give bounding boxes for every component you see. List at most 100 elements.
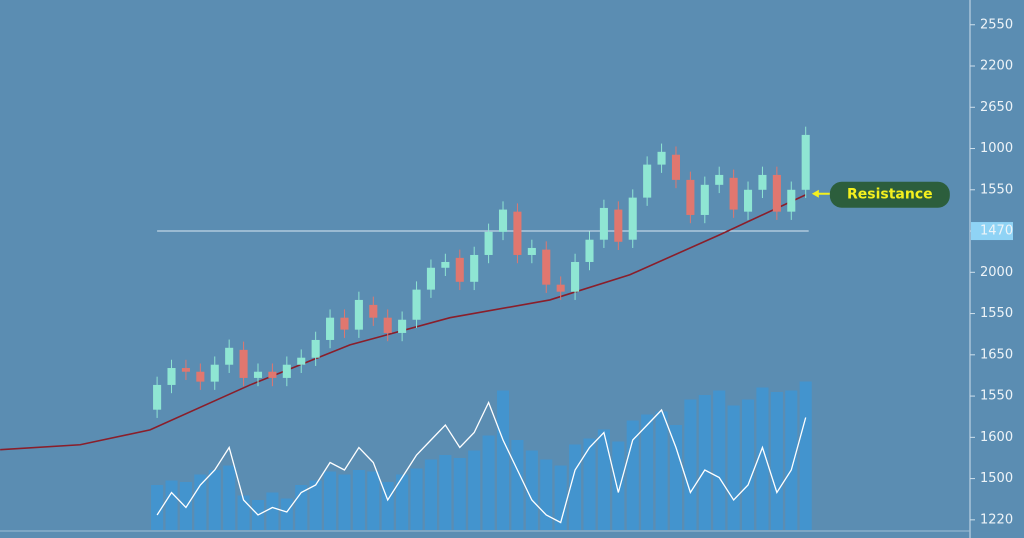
- candle-body: [686, 179, 695, 215]
- candle: [167, 359, 176, 394]
- candle-body: [441, 261, 450, 268]
- candle-body: [426, 267, 435, 290]
- candle: [744, 181, 753, 220]
- candle-body: [196, 371, 205, 382]
- candle-body: [729, 177, 738, 210]
- candle: [253, 363, 263, 387]
- candle: [426, 259, 435, 298]
- volume-bar: [770, 392, 783, 530]
- volume-bar: [410, 468, 423, 530]
- volume-bar: [525, 450, 538, 530]
- candle-body: [354, 299, 363, 330]
- candle-body: [614, 209, 623, 242]
- candle-body: [225, 347, 234, 365]
- volume-bar: [396, 474, 409, 530]
- candle: [196, 363, 205, 390]
- candle: [498, 201, 508, 241]
- candle-body: [383, 317, 392, 333]
- candle: [657, 143, 666, 173]
- volume-bar: [669, 425, 683, 530]
- candle: [513, 203, 522, 264]
- candle: [455, 249, 464, 291]
- candle-body: [412, 289, 421, 320]
- candle: [758, 166, 767, 199]
- volume-bar: [741, 399, 755, 530]
- candle-body: [801, 134, 810, 190]
- candle: [412, 281, 421, 328]
- candle: [239, 341, 248, 387]
- y-tick-label: 2650: [980, 100, 1013, 115]
- candle: [671, 146, 681, 189]
- volume-bar: [367, 471, 380, 530]
- candle: [643, 156, 652, 206]
- candle: [686, 171, 695, 224]
- candle: [470, 246, 479, 291]
- volume-bar: [698, 395, 711, 530]
- volume-bar: [453, 458, 466, 530]
- candle-body: [643, 164, 652, 198]
- candle: [700, 176, 709, 224]
- annotation-box: [829, 181, 950, 208]
- y-tick-label: 1600: [980, 430, 1013, 445]
- candle-body: [527, 247, 536, 255]
- y-tick-label: 1220: [980, 512, 1013, 527]
- candle-body: [599, 207, 608, 240]
- volume-bar: [439, 455, 452, 530]
- candle: [787, 181, 796, 220]
- y-tick-label: 2550: [980, 17, 1013, 32]
- volume-bar: [338, 474, 351, 530]
- volume-bar: [612, 441, 625, 530]
- volume-bar: [583, 438, 596, 530]
- volume-bar: [280, 498, 293, 530]
- volume-bar: [496, 390, 510, 530]
- volume-bar: [468, 450, 481, 530]
- candle: [571, 253, 580, 300]
- y-tick-label: 1550: [980, 389, 1013, 404]
- volume-bar: [424, 459, 438, 530]
- candle: [398, 311, 407, 342]
- volume-bar: [309, 480, 322, 530]
- candle: [729, 169, 738, 218]
- candle: [225, 339, 234, 373]
- candle-body: [513, 211, 522, 255]
- volume-bar: [165, 480, 178, 530]
- candle: [441, 253, 450, 277]
- candle-body: [744, 189, 753, 212]
- oscillator-line: [156, 400, 807, 524]
- annotation-arrowhead: [811, 189, 819, 198]
- candle-body: [340, 317, 349, 330]
- candle-body: [657, 151, 666, 165]
- y-tick-label: 1550: [980, 182, 1013, 197]
- volume-bar: [626, 420, 639, 530]
- candle-body: [369, 304, 378, 318]
- volume-layer: [151, 381, 812, 530]
- candle-body: [758, 174, 767, 190]
- candle: [354, 291, 363, 338]
- candle: [527, 239, 536, 264]
- candle: [801, 126, 810, 199]
- candle-body: [585, 239, 594, 262]
- candle: [311, 331, 320, 366]
- volume-bar: [266, 492, 279, 530]
- volume-bar: [237, 495, 250, 530]
- y-tick-label: 2200: [980, 59, 1013, 74]
- candle-body: [311, 339, 320, 358]
- candle-body: [282, 364, 291, 378]
- volume-bar: [352, 470, 365, 530]
- y-tick-label: 1470: [980, 224, 1013, 239]
- candle-body: [571, 261, 580, 292]
- volume-bar: [511, 440, 524, 530]
- volume-bar: [684, 399, 697, 530]
- volume-bar: [208, 470, 221, 530]
- y-tick-label: 1000: [980, 141, 1013, 156]
- volume-bar: [799, 381, 812, 530]
- candle-body: [484, 231, 493, 255]
- volume-bar: [540, 459, 553, 530]
- candle-body: [268, 371, 277, 378]
- candle: [297, 349, 306, 373]
- candle: [383, 309, 392, 342]
- candle: [484, 223, 493, 264]
- candle-body: [210, 364, 219, 382]
- candle: [268, 363, 277, 387]
